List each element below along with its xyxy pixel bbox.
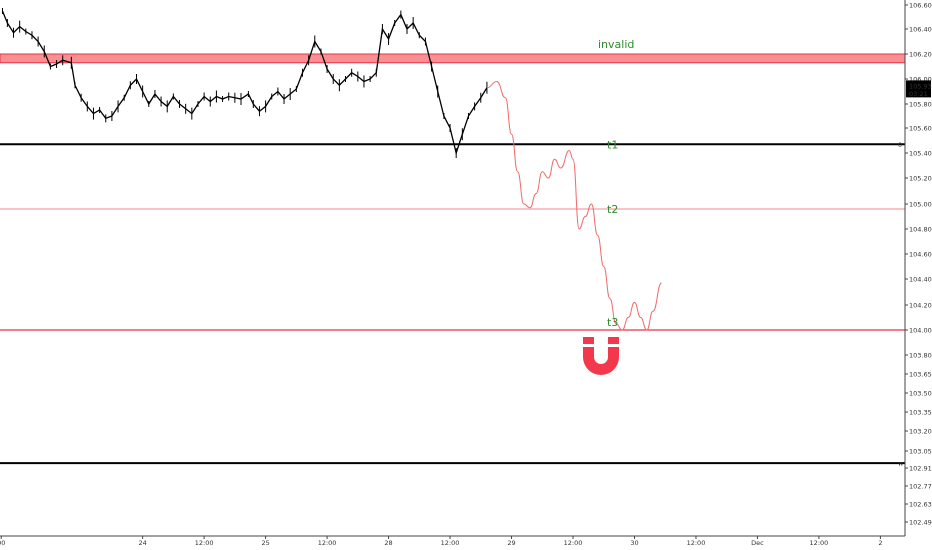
y-tick-label: 103.650 xyxy=(909,370,932,378)
level-t1-label: t1 xyxy=(607,138,618,151)
x-tick-label: Dec xyxy=(751,539,764,547)
y-tick-label: 103.800 xyxy=(909,351,932,359)
level-invalid-label: invalid xyxy=(598,38,634,51)
projection-path xyxy=(486,80,663,331)
y-tick-label: 105.000 xyxy=(909,200,932,208)
y-tick-label: 104.800 xyxy=(909,225,932,233)
x-tick-label: 28 xyxy=(384,539,392,547)
x-tick-label: 25 xyxy=(261,539,269,547)
y-tick-label: 106.200 xyxy=(909,50,932,58)
level-bottom-marker: w xyxy=(898,460,904,468)
time-axis[interactable]: 00 24 12:00 25 12:00 28 12:00 29 12:00 30 12:00 Dec… xyxy=(0,535,905,547)
last-price-value: 105.933 xyxy=(909,82,932,90)
level-t3-label: t3 xyxy=(607,316,618,329)
x-tick-label: 2 xyxy=(878,539,882,547)
y-tick-label: 102.630 xyxy=(909,500,932,508)
price-layer xyxy=(1,8,488,158)
levels-layer: 0w xyxy=(0,53,906,468)
y-tick-label: 102.490 xyxy=(909,518,932,526)
y-tick-label: 103.200 xyxy=(909,427,932,435)
level-t2-label: t2 xyxy=(607,203,618,216)
last-price-countdown: 03:21 xyxy=(909,90,928,98)
y-tick-label: 102.770 xyxy=(909,482,932,490)
x-tick-label: 12:00 xyxy=(810,539,829,547)
x-tick-label: 12:00 xyxy=(564,539,583,547)
x-tick-label: 12:00 xyxy=(441,539,460,547)
y-tick-label: 106.400 xyxy=(909,25,932,33)
y-tick-label: 104.200 xyxy=(909,301,932,309)
y-tick-label: 104.600 xyxy=(909,250,932,258)
y-tick-label: 105.400 xyxy=(909,149,932,157)
level-invalid-zone[interactable] xyxy=(0,53,906,64)
x-tick-label: 12:00 xyxy=(318,539,337,547)
level-t1-marker: 0 xyxy=(898,141,902,149)
price-series-line xyxy=(1,10,488,156)
y-tick-label: 103.350 xyxy=(909,408,932,416)
x-tick-label: 30 xyxy=(630,539,638,547)
y-tick-label: 106.600 xyxy=(909,1,932,9)
y-tick-label: 104.400 xyxy=(909,275,932,283)
y-tick-label: 105.600 xyxy=(909,124,932,132)
y-tick-label: 104.000 xyxy=(909,326,932,334)
last-price-badge: 105.933 03:21 xyxy=(906,80,932,98)
y-tick-label: 103.050 xyxy=(909,447,932,455)
x-tick-label: 24 xyxy=(138,539,146,547)
x-tick-label: 00 xyxy=(0,539,5,547)
price-axis[interactable]: 106.600 106.400 106.200 106.000 105.800 105.6… xyxy=(904,0,932,536)
projection-layer xyxy=(486,80,663,331)
y-tick-label: 105.200 xyxy=(909,174,932,182)
x-tick-label: 29 xyxy=(507,539,515,547)
y-tick-label: 105.800 xyxy=(909,100,932,108)
magnet-icon xyxy=(583,337,619,375)
x-tick-label: 12:00 xyxy=(195,539,214,547)
y-tick-label: 103.500 xyxy=(909,389,932,397)
x-tick-label: 12:00 xyxy=(687,539,706,547)
y-tick-label: 102.910 xyxy=(909,464,932,472)
level-labels: invalid t1 t2 t3 xyxy=(598,38,634,329)
y-tick-label: 106.000 xyxy=(909,75,932,83)
